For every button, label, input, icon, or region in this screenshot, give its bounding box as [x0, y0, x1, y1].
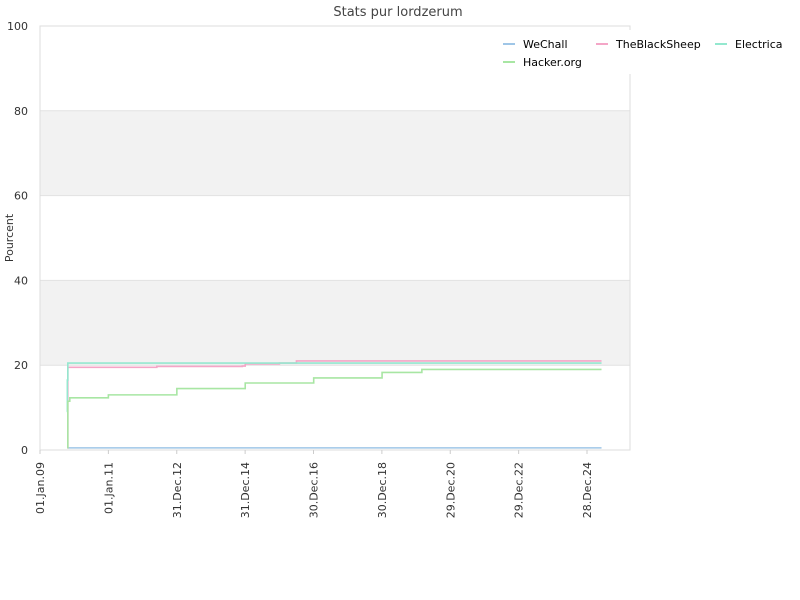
- y-axis-ticks: 0 20 40 60 80 100: [7, 20, 28, 457]
- y-tick-label: 20: [14, 359, 28, 372]
- y-tick-label: 0: [21, 444, 28, 457]
- legend-background: [486, 30, 796, 74]
- series-line-electrica: [66, 362, 602, 413]
- plot-band: [40, 110, 630, 196]
- x-tick-label: 30.Dec.18: [376, 462, 389, 518]
- y-tick-label: 40: [14, 274, 28, 287]
- y-tick-label: 100: [7, 20, 28, 33]
- x-tick-label: 01.Jan.09: [34, 462, 47, 514]
- legend-label: TheBlackSheep: [615, 38, 701, 51]
- series-line-theblacksheep: [67, 360, 602, 449]
- x-tick-label: 29.Dec.20: [444, 462, 457, 518]
- legend: WeChall TheBlackSheep Electrica Hacker.org: [503, 38, 783, 69]
- x-tick-label: 30.Dec.16: [308, 462, 321, 518]
- legend-label: WeChall: [523, 38, 568, 51]
- grid-lines: [40, 25, 630, 451]
- x-tick-label: 01.Jan.11: [102, 462, 115, 514]
- y-tick-label: 60: [14, 190, 28, 203]
- legend-label: Hacker.org: [523, 56, 582, 69]
- plot-frame: [39, 25, 631, 451]
- chart-title: Stats pur lordzerum: [333, 5, 462, 20]
- legend-label: Electrica: [735, 38, 783, 51]
- x-tick-label: 31.Dec.12: [171, 462, 184, 518]
- x-tick-label: 28.Dec.24: [581, 462, 594, 518]
- x-axis-ticks: 01.Jan.09 01.Jan.11 31.Dec.12 31.Dec.14 30.D…: [34, 450, 594, 518]
- y-axis-label: Pourcent: [3, 213, 16, 262]
- x-tick-label: 29.Dec.22: [513, 462, 526, 518]
- series-lines: [66, 360, 602, 449]
- x-tick-label: 31.Dec.14: [239, 462, 252, 518]
- y-tick-label: 80: [14, 105, 28, 118]
- series-line-hacker-org: [67, 368, 602, 449]
- plot-band: [40, 280, 630, 366]
- plot-bands: [40, 110, 630, 366]
